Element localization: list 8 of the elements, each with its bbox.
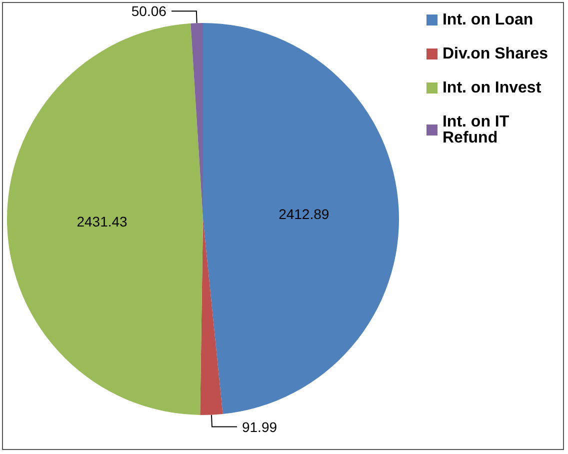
data-label: 2412.89 <box>278 206 330 222</box>
legend-label: Div.on Shares <box>442 46 548 62</box>
data-label: 50.06 <box>131 3 167 20</box>
legend-label: Int. on Invest <box>442 80 542 96</box>
data-label: 91.99 <box>242 418 278 435</box>
legend-label: Int. on IT Refund <box>442 114 514 146</box>
legend-label: Int. on Loan <box>442 12 534 28</box>
data-label: 2431.43 <box>76 213 128 230</box>
